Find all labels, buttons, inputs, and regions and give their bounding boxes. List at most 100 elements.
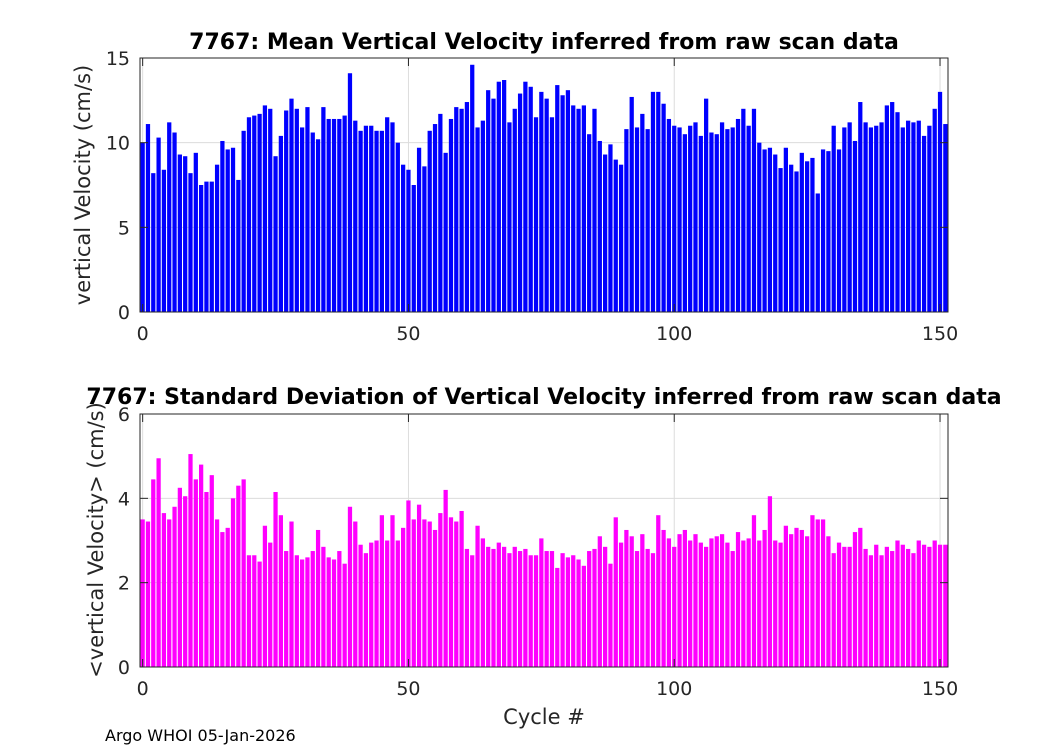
std-velocity-bar: [411, 519, 416, 667]
std-velocity-bar: [805, 536, 810, 667]
std-velocity-bar: [193, 479, 198, 667]
mean-velocity-bar: [151, 173, 156, 312]
std-velocity-bar: [682, 529, 687, 667]
mean-velocity-x-tick-label: 100: [656, 323, 692, 345]
mean-velocity-y-tick-label: 5: [118, 217, 130, 239]
std-velocity-bar: [517, 551, 523, 667]
mean-velocity-bar: [704, 98, 709, 312]
std-velocity-bar: [161, 513, 167, 667]
mean-velocity-ticks: 0 50 100 150 0 5 10 15: [106, 48, 958, 345]
mean-velocity-bar: [268, 108, 273, 312]
std-velocity-x-tick-label: 50: [396, 678, 420, 700]
std-velocity-bar: [379, 515, 384, 667]
std-velocity-bar: [565, 557, 571, 667]
mean-velocity-bar: [666, 118, 672, 313]
std-velocity-bar: [241, 479, 246, 667]
std-velocity-bar: [502, 546, 507, 667]
mean-velocity-bar: [241, 130, 246, 312]
std-velocity-bar: [268, 542, 273, 667]
mean-velocity-bar: [161, 169, 167, 312]
std-velocity-bar: [597, 536, 602, 667]
mean-velocity-bar: [230, 147, 236, 312]
std-velocity-bar: [874, 544, 879, 667]
mean-velocity-bar: [794, 171, 799, 312]
mean-velocity-bar: [629, 96, 634, 312]
std-velocity-bar: [422, 519, 427, 667]
mean-velocity-bar: [640, 113, 645, 312]
std-velocity-bar: [236, 485, 241, 667]
mean-velocity-bar: [597, 140, 602, 312]
mean-velocity-bar: [422, 166, 427, 312]
mean-velocity-title: 7767: Mean Vertical Velocity inferred fr…: [189, 30, 899, 55]
mean-velocity-bar: [937, 91, 943, 313]
mean-velocity-bar: [427, 130, 432, 312]
std-velocity-bar: [640, 534, 645, 667]
mean-velocity-bar: [603, 154, 608, 312]
std-velocity-bar: [650, 553, 656, 667]
mean-velocity-bar: [634, 127, 640, 313]
std-velocity-bar: [725, 542, 730, 667]
mean-velocity-bar: [618, 164, 624, 312]
std-velocity-bar: [549, 551, 555, 667]
std-velocity-bar: [454, 521, 459, 667]
std-velocity-bar: [555, 567, 560, 667]
mean-velocity-bar: [257, 113, 262, 312]
mean-velocity-bar: [895, 112, 900, 312]
std-velocity-bar: [608, 563, 613, 667]
std-velocity-bar: [167, 519, 172, 667]
mean-velocity-bar: [661, 103, 666, 312]
std-velocity-bar: [789, 534, 794, 667]
mean-velocity-bar: [188, 173, 193, 312]
std-velocity-bar: [475, 525, 480, 667]
std-velocity-bar: [693, 534, 698, 667]
mean-velocity-bar: [507, 122, 512, 312]
mean-velocity-bar: [581, 105, 586, 312]
std-velocity-bar: [624, 529, 629, 667]
std-velocity-bar: [252, 555, 257, 667]
std-velocity-bar: [177, 487, 182, 667]
mean-velocity-bar: [544, 98, 549, 312]
std-velocity-bar: [645, 548, 650, 667]
std-velocity-bar: [661, 529, 666, 667]
mean-velocity-bar: [347, 73, 353, 313]
std-velocity-x-tick-label: 0: [137, 678, 149, 700]
mean-velocity-bar: [741, 108, 746, 312]
mean-velocity-bar: [773, 154, 778, 312]
mean-velocity-bar: [395, 142, 400, 312]
mean-velocity-bar: [932, 108, 937, 312]
mean-velocity-bar: [204, 181, 209, 312]
mean-velocity-bar: [746, 125, 751, 312]
mean-velocity-bar: [549, 117, 555, 313]
std-velocity-bar: [459, 510, 464, 667]
std-velocity-bar: [773, 540, 778, 667]
std-velocity-bar: [751, 515, 757, 667]
mean-velocity-bar: [252, 115, 257, 312]
std-velocity-bar: [480, 538, 485, 667]
std-velocity-bar: [140, 519, 145, 667]
mean-velocity-bar: [677, 127, 682, 313]
std-velocity-bar: [719, 534, 725, 667]
mean-velocity-bar: [863, 122, 868, 312]
std-velocity-bar: [347, 506, 353, 667]
mean-velocity-bar: [167, 122, 172, 312]
std-velocity-bar: [342, 563, 347, 667]
std-velocity-bar: [815, 519, 820, 667]
mean-velocity-bar: [220, 140, 225, 312]
mean-velocity-bar: [650, 91, 656, 313]
mean-velocity-bar: [916, 120, 921, 313]
std-velocity-y-tick-label: 0: [118, 657, 130, 679]
std-velocity-bar: [438, 513, 443, 667]
mean-velocity-bar: [273, 156, 278, 312]
mean-velocity-bar: [842, 127, 847, 313]
mean-velocity-bar: [331, 118, 337, 313]
mean-velocity-bar: [300, 127, 305, 313]
std-velocity-bar: [220, 532, 225, 667]
mean-velocity-bar: [874, 125, 879, 312]
std-velocity-bar: [858, 527, 863, 667]
mean-velocity-bar: [624, 129, 629, 312]
std-velocity-y-axis-label: <vertical Velocity> (cm/s): [84, 402, 108, 678]
std-velocity-bar: [331, 559, 337, 667]
mean-velocity-bar: [353, 120, 358, 313]
std-velocity-bar: [262, 525, 268, 667]
mean-velocity-bar: [576, 108, 581, 312]
